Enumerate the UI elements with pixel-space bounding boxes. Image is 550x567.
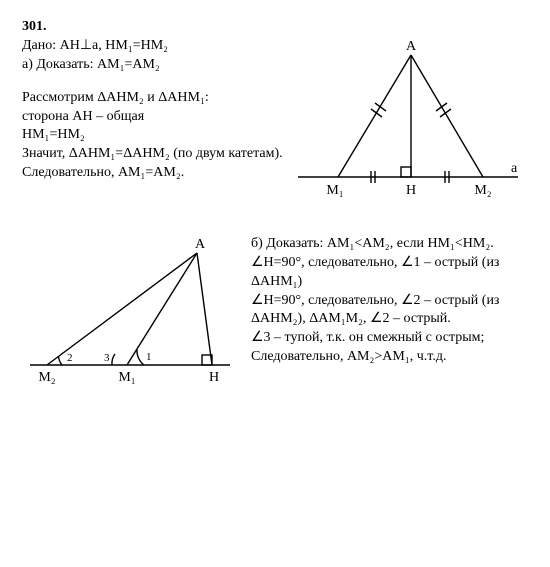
b-line1: б) Доказать: AM₁<AM₂, если HM₁<HM₂. xyxy=(251,235,528,254)
label-H-b: H xyxy=(209,370,219,385)
angle-2: 2 xyxy=(67,352,73,364)
a-line5: HM₁=HM₂ xyxy=(22,126,283,145)
label-A: A xyxy=(406,39,417,54)
a-line6: Значит, ΔAHM₁=ΔAHM₂ (по двум катетам). xyxy=(22,145,283,164)
part-b-figure: A M₂ M₁ H 1 2 3 xyxy=(22,235,237,385)
part-a-row: Дано: AH⊥a, HM₁=HM₂ а) Доказать: AM₁=AM₂… xyxy=(22,37,528,207)
task-number: 301. xyxy=(22,18,528,37)
b-line2: ∠H=90°, следовательно, ∠1 – острый (из Δ… xyxy=(251,254,528,292)
b-line4: ∠3 – тупой, т.к. он смежный с острым; xyxy=(251,329,528,348)
angle-1: 1 xyxy=(146,351,152,363)
a-line1: Дано: AH⊥a, HM₁=HM₂ xyxy=(22,37,283,56)
a-line4: сторона AH – общая xyxy=(22,108,283,127)
label-M1-b: M₁ xyxy=(118,370,135,385)
part-a-figure: A M₁ H M₂ a xyxy=(293,37,528,207)
label-M2: M₂ xyxy=(474,183,491,198)
a-line2: а) Доказать: AM₁=AM₂ xyxy=(22,56,283,75)
a-line3: Рассмотрим ΔAHM₂ и ΔAHM₁: xyxy=(22,89,283,108)
label-A-b: A xyxy=(195,237,206,252)
label-a: a xyxy=(511,161,518,176)
label-M1: M₁ xyxy=(326,183,343,198)
figure-a-svg: A M₁ H M₂ a xyxy=(293,37,528,207)
a-line7: Следовательно, AM₁=AM₂. xyxy=(22,164,283,183)
angle-3: 3 xyxy=(104,352,110,364)
b-line5: Следовательно, AM₂>AM₁, ч.т.д. xyxy=(251,348,528,367)
part-b-text: б) Доказать: AM₁<AM₂, если HM₁<HM₂. ∠H=9… xyxy=(251,235,528,385)
spacer xyxy=(22,75,283,89)
figure-b-svg: A M₂ M₁ H 1 2 3 xyxy=(22,235,237,385)
b-line3: ∠H=90°, следовательно, ∠2 – острый (из Δ… xyxy=(251,292,528,330)
part-b-row: A M₂ M₁ H 1 2 3 б) Доказать: AM₁<AM₂, ес… xyxy=(22,235,528,385)
part-a-text: Дано: AH⊥a, HM₁=HM₂ а) Доказать: AM₁=AM₂… xyxy=(22,37,283,207)
label-M2-b: M₂ xyxy=(38,370,55,385)
label-H: H xyxy=(406,183,416,198)
